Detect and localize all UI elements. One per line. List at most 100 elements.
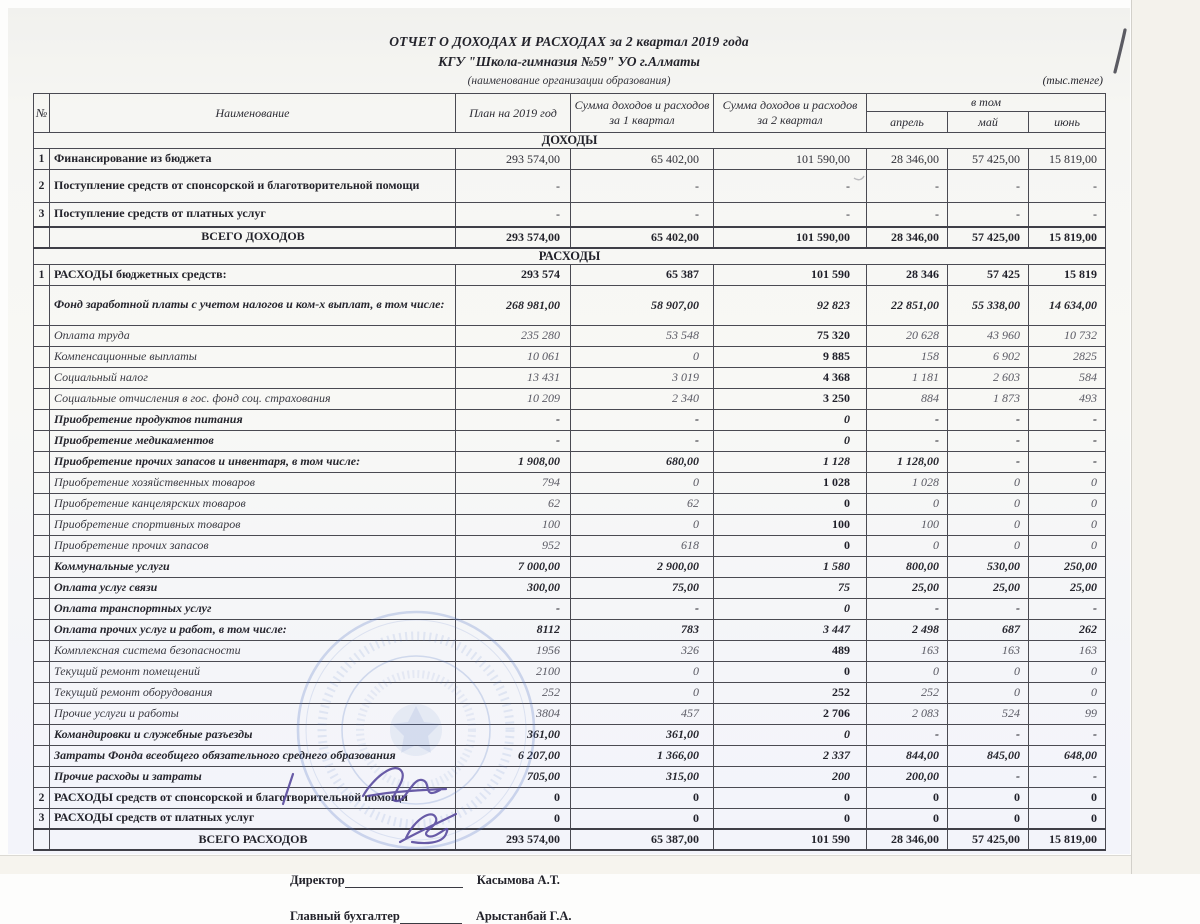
cell-q2-amount: 75: [713, 576, 867, 599]
cell-q2-amount: 0: [713, 723, 867, 746]
cell-q2-amount: 100: [713, 513, 867, 536]
cell-june: 584: [1027, 366, 1107, 389]
cell-q1-amount: 53 548: [570, 324, 714, 347]
cell-may: 1 873: [947, 387, 1029, 410]
signature-block: Директор Касымова А.Т. Главный бухгалтер…: [290, 868, 790, 924]
table-row: Приобретение канцелярских товаров 62 62 0 0 0…: [33, 492, 1107, 515]
cell-q2-amount: 9 885: [713, 345, 867, 368]
cell-row-number: [33, 324, 50, 347]
table-row: Приобретение хозяйственных товаров 794 0 1 …: [33, 471, 1107, 494]
cell-item-name: Фонд заработной платы с учетом налогов и…: [49, 284, 456, 326]
cell-june: -: [1027, 597, 1107, 620]
cell-may: 55 338,00: [947, 284, 1029, 326]
cell-item-name: Оплата услуг связи: [49, 576, 456, 599]
cell-may: -: [947, 429, 1029, 452]
cell-april: 28 346: [866, 263, 948, 286]
table-row: Командировки и служебные разъезды 361,00 3…: [33, 723, 1107, 746]
col-header-q1: Сумма доходов и расходов за 1 квартал: [570, 93, 714, 133]
cell-april: 25,00: [866, 576, 948, 599]
col-header-name: Наименование: [49, 93, 456, 133]
cell-row-number: [33, 555, 50, 578]
cell-june: 15 819,00: [1027, 148, 1107, 170]
section-row: ДОХОДЫ: [32, 132, 1107, 149]
cell-q2-amount: 0: [713, 408, 867, 431]
cell-item-name: Текущий ремонт помещений: [49, 660, 456, 683]
cell-may: 0: [947, 513, 1029, 536]
cell-june: -: [1027, 408, 1107, 431]
cell-june: -: [1027, 723, 1107, 746]
cell-row-number: [33, 702, 50, 725]
cell-april: 28 346,00: [866, 828, 948, 851]
cell-may: 0: [947, 786, 1029, 809]
cell-april: 0: [866, 660, 948, 683]
cell-june: -: [1027, 450, 1107, 473]
table-row: Затраты Фонда всеобщего обязательного ср…: [33, 744, 1107, 767]
scan-margin-bottom: [0, 855, 1131, 874]
cell-item-name: Коммунальные услуги: [49, 555, 456, 578]
cell-plan-2019: 293 574,00: [455, 828, 571, 851]
cell-april: 100: [866, 513, 948, 536]
table-row: Прочие услуги и работы 3804 457 2 706 2 083 5…: [33, 702, 1107, 725]
cell-plan-2019: 100: [455, 513, 571, 536]
cell-q1-amount: 783: [570, 618, 714, 641]
cell-row-number: [33, 618, 50, 641]
cell-row-number: [33, 597, 50, 620]
table-row: Приобретение прочих запасов 952 618 0 0 0 0: [33, 534, 1107, 557]
cell-item-name: Финансирование из бюджета: [49, 148, 456, 170]
cell-item-name: Затраты Фонда всеобщего обязательного ср…: [49, 744, 456, 767]
cell-may: 0: [947, 681, 1029, 704]
income-expense-table: № Наименование План на 2019 год Сумма до…: [32, 93, 1107, 851]
cell-row-number: [33, 450, 50, 473]
table-row: Текущий ремонт оборудования 252 0 252 252 0 0: [33, 681, 1107, 704]
accountant-signature-line: [399, 910, 462, 924]
table-row: Оплата транспортных услуг - -0- - -: [33, 597, 1107, 620]
cell-april: 2 498: [866, 618, 948, 641]
scanned-report-page: ОТЧЕТ О ДОХОДАХ И РАСХОДАХ за 2 квартал …: [8, 8, 1130, 924]
table-row: Приобретение продуктов питания - -0- - -: [33, 408, 1107, 431]
cell-may: 43 960: [947, 324, 1029, 347]
cell-april: -: [866, 723, 948, 746]
cell-row-number: [33, 576, 50, 599]
table-row: Компенсационные выплаты 10 061 0 9 885 158 6 …: [33, 345, 1107, 368]
cell-q1-amount: 326: [570, 639, 714, 662]
cell-item-name: РАСХОДЫ средств от платных услуг: [49, 807, 456, 830]
cell-april: 800,00: [866, 555, 948, 578]
cell-item-name: Оплата транспортных услуг: [49, 597, 456, 620]
table-row: Приобретение спортивных товаров 100 0 100 10…: [33, 513, 1107, 536]
cell-row-number: [33, 534, 50, 557]
cell-plan-2019: 6 207,00: [455, 744, 571, 767]
table-row: ВСЕГО РАСХОДОВ 293 574,00 65 387,00 101 590…: [33, 828, 1107, 851]
col-header-num: №: [33, 93, 50, 133]
cell-april: -: [866, 169, 948, 203]
cell-june: 10 732: [1027, 324, 1107, 347]
cell-april: 1 028: [866, 471, 948, 494]
director-signature-line: [344, 874, 463, 888]
table-row: Комплексная система безопасности 1956 326 4…: [33, 639, 1107, 662]
cell-plan-2019: 2100: [455, 660, 571, 683]
cell-q2-amount: -: [713, 169, 867, 203]
cell-may: 25,00: [947, 576, 1029, 599]
cell-item-name: Оплата труда: [49, 324, 456, 347]
cell-q1-amount: 2 340: [570, 387, 714, 410]
cell-may: 0: [947, 492, 1029, 515]
cell-may: -: [947, 408, 1029, 431]
cell-item-name: Прочие расходы и затраты: [49, 765, 456, 788]
cell-row-number: 2: [33, 786, 50, 809]
cell-june: 2825: [1027, 345, 1107, 368]
cell-item-name: Командировки и служебные разъезды: [49, 723, 456, 746]
cell-june: 0: [1027, 681, 1107, 704]
cell-april: 158: [866, 345, 948, 368]
cell-q2-amount: 1 580: [713, 555, 867, 578]
table-row: Приобретение медикаментов - -0- - -: [33, 429, 1107, 452]
cell-q1-amount: 58 907,00: [570, 284, 714, 326]
cell-june: 25,00: [1027, 576, 1107, 599]
cell-row-number: [33, 660, 50, 683]
cell-april: -: [866, 429, 948, 452]
cell-q1-amount: 0: [570, 660, 714, 683]
cell-q1-amount: 457: [570, 702, 714, 725]
cell-q1-amount: 65 402,00: [570, 225, 714, 249]
cell-q1-amount: 2 900,00: [570, 555, 714, 578]
cell-item-name: РАСХОДЫ бюджетных средств:: [49, 263, 456, 286]
cell-q2-amount: 489: [713, 639, 867, 662]
cell-q1-amount: 0: [570, 471, 714, 494]
